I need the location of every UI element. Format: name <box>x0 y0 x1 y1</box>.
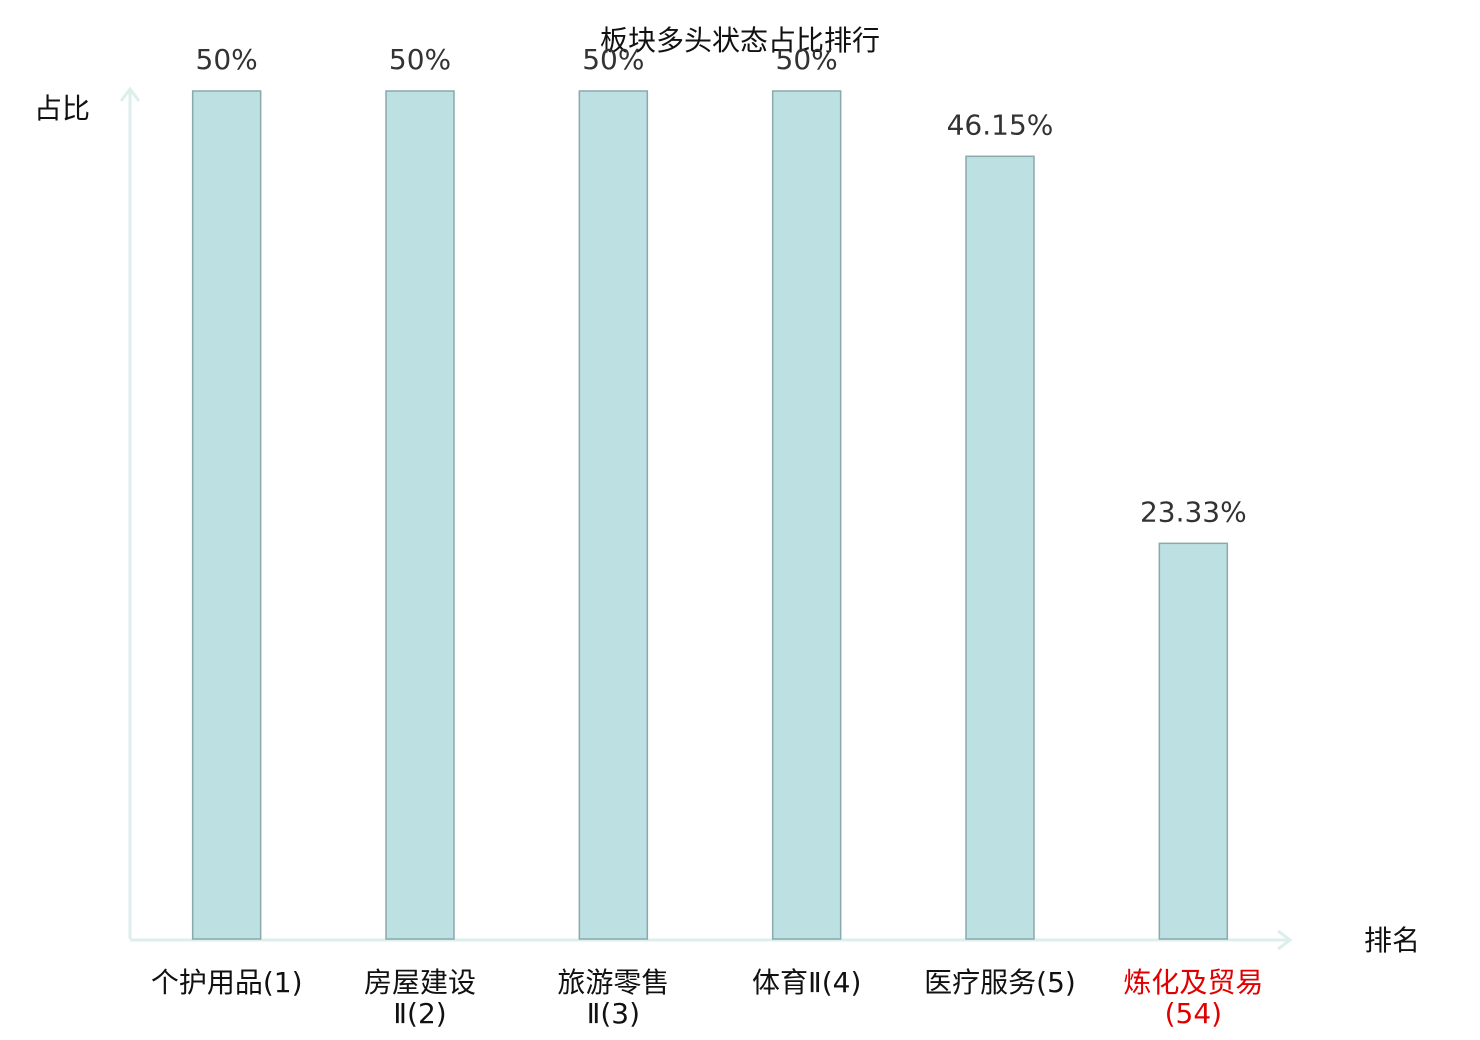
x-axis <box>130 929 1293 951</box>
bar <box>771 90 842 940</box>
x-tick-label: 房屋建设 Ⅱ(2) <box>364 966 476 1030</box>
y-axis-label: 占比 <box>34 92 90 125</box>
bar <box>578 90 649 940</box>
bar <box>385 90 455 940</box>
bar <box>965 155 1035 940</box>
value-label: 50% <box>389 43 451 76</box>
bar <box>191 90 262 940</box>
value-label: 46.15% <box>947 108 1054 141</box>
x-tick-label: 个护用品(1) <box>151 966 303 999</box>
value-label: 23.33% <box>1140 495 1247 528</box>
value-label: 50% <box>196 43 258 76</box>
x-tick-label: 体育Ⅱ(4) <box>752 966 861 999</box>
value-label: 50% <box>582 43 644 76</box>
value-label: 50% <box>776 43 838 76</box>
bar <box>1158 542 1229 940</box>
x-tick-label: 旅游零售 Ⅱ(3) <box>557 966 669 1030</box>
x-tick-label: 医疗服务(5) <box>924 966 1076 999</box>
chart-title: 板块多头状态占比排行 <box>600 24 880 57</box>
x-axis-label: 排名 <box>1364 924 1420 957</box>
y-axis <box>119 86 141 939</box>
x-tick-label: 炼化及贸易(54) <box>1123 966 1263 1030</box>
